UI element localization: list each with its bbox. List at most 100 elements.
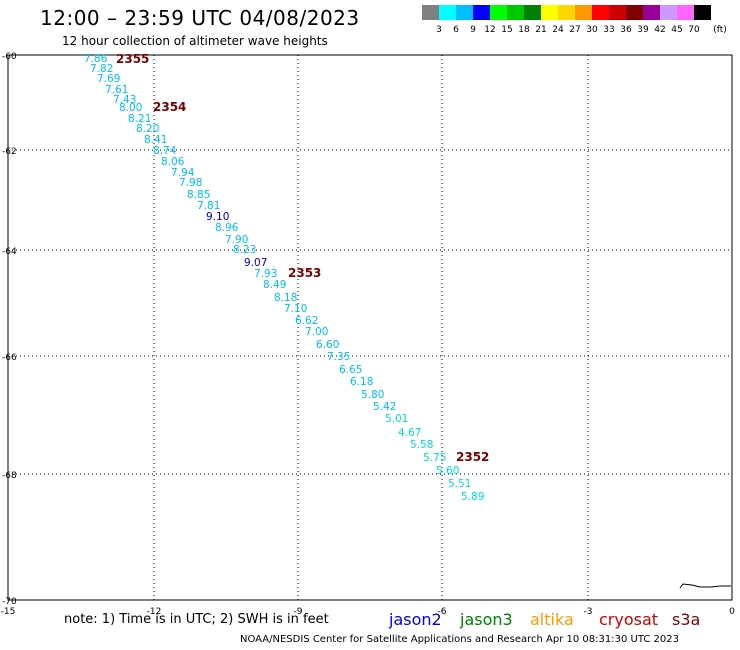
legend-swatch	[694, 5, 711, 20]
track-time-label: 2355	[116, 52, 149, 66]
legend-label: 70	[688, 25, 700, 35]
x-tick-label: -12	[147, 607, 162, 617]
wave-height-value: 4.67	[398, 427, 421, 439]
wave-height-value: 9.10	[206, 211, 229, 223]
legend-swatch	[558, 5, 575, 20]
wave-height-value: 6.18	[350, 376, 373, 388]
legend-label: 18	[518, 25, 530, 35]
legend-label: 3	[436, 25, 442, 35]
x-tick-label: 0	[729, 607, 735, 617]
y-tick-label: -60	[2, 52, 17, 62]
wave-height-value: 5.01	[385, 413, 408, 425]
wave-height-value: 5.75	[423, 452, 446, 464]
legend-swatch	[422, 5, 439, 20]
legend-swatch	[439, 5, 456, 20]
wave-height-value: 5.89	[461, 491, 484, 503]
wave-height-value: 5.80	[361, 389, 384, 401]
wave-height-value: 8.20	[136, 123, 159, 135]
wave-height-value: 5.51	[448, 478, 471, 490]
satellite-jason3: jason3	[460, 610, 513, 629]
satellite-s3a: s3a	[672, 610, 701, 629]
satellite-jason2: jason2	[389, 610, 442, 629]
wave-height-observations: 7.867.827.697.617.438.008.218.208.418.74…	[84, 53, 484, 503]
wave-height-value: 8.49	[263, 279, 286, 291]
legend-unit: (ft)	[713, 25, 727, 35]
wave-height-value: 5.42	[373, 401, 396, 413]
wave-height-value: 5.60	[436, 465, 459, 477]
legend-swatch	[490, 5, 507, 20]
wave-height-value: 7.00	[305, 326, 328, 338]
footer-credit: NOAA/NESDIS Center for Satellite Applica…	[240, 634, 679, 645]
wave-height-value: 8.18	[274, 292, 297, 304]
legend-label: 42	[654, 25, 666, 35]
note-text: note: 1) Time is in UTC; 2) SWH is in fe…	[64, 612, 329, 627]
track-time-label: 2354	[153, 100, 186, 114]
satellite-cryosat: cryosat	[599, 610, 659, 629]
wave-height-value: 9.07	[244, 257, 267, 269]
wave-height-value: 7.94	[171, 167, 195, 179]
track-time-label: 2352	[456, 450, 489, 464]
x-tick-label: -15	[1, 607, 16, 617]
wave-height-value: 7.98	[179, 177, 202, 189]
legend-label: 6	[453, 25, 459, 35]
wave-height-value: 8.06	[161, 156, 185, 168]
wave-height-value: 6.62	[295, 315, 318, 327]
y-tick-label: -68	[2, 471, 17, 481]
satellite-altika: altika	[530, 610, 574, 629]
wave-height-value: 7.90	[225, 234, 248, 246]
legend-swatch	[592, 5, 609, 20]
legend-label: 33	[603, 25, 615, 35]
wave-height-value: 8.41	[144, 134, 167, 146]
wave-height-value: 8.96	[215, 222, 239, 234]
wave-height-value: 7.86	[84, 53, 108, 65]
legend-label: 45	[671, 25, 683, 35]
wave-height-value: 7.43	[113, 94, 136, 106]
wave-height-value: 6.65	[339, 364, 362, 376]
legend-label: 30	[586, 25, 598, 35]
legend-swatch	[524, 5, 541, 20]
legend-swatch	[473, 5, 490, 20]
legend-swatch	[541, 5, 558, 20]
legend-swatch	[575, 5, 592, 20]
wave-height-value: 7.81	[197, 200, 220, 212]
coastline	[679, 583, 731, 589]
wave-height-value: 5.58	[410, 439, 433, 451]
legend-swatch	[677, 5, 694, 20]
map-gridlines	[8, 55, 732, 600]
legend-swatch	[643, 5, 660, 20]
y-tick-label: -64	[2, 247, 17, 257]
x-tick-label: -3	[584, 607, 593, 617]
wave-height-value: 7.69	[97, 73, 120, 85]
wave-height-value: 7.82	[90, 63, 113, 75]
map-title: 12:00 – 23:59 UTC 04/08/2023	[40, 6, 360, 30]
legend-swatch	[456, 5, 473, 20]
wave-height-value: 8.21	[128, 113, 151, 125]
y-tick-label: -66	[2, 353, 17, 363]
wave-height-value: 8.74	[153, 145, 177, 157]
legend-label: 27	[569, 25, 581, 35]
legend-label: 24	[552, 25, 564, 35]
legend-swatch	[507, 5, 524, 20]
legend-label: 21	[535, 25, 547, 35]
legend-label: 39	[637, 25, 649, 35]
map-frame	[7, 54, 733, 601]
legend-swatch	[626, 5, 643, 20]
legend-label: 36	[620, 25, 632, 35]
x-axis-ticks: -15 -12 -9 -6 -3 0	[1, 607, 735, 617]
wave-height-value: 7.10	[284, 303, 307, 315]
x-tick-label: -9	[294, 607, 303, 617]
legend-label: 9	[470, 25, 476, 35]
wave-height-value: 8.00	[119, 102, 142, 114]
track-time-labels: 2355 2354 2353 2352	[116, 52, 489, 464]
y-tick-label: -70	[2, 597, 17, 607]
track-time-label: 2353	[288, 266, 321, 280]
wave-height-value: 7.35	[327, 351, 350, 363]
y-axis-ticks: -60 -62 -64 -66 -68 -70	[2, 52, 17, 607]
x-tick-label: -6	[438, 607, 447, 617]
map-subtitle: 12 hour collection of altimeter wave hei…	[62, 34, 328, 48]
legend-label: 15	[501, 25, 513, 35]
wave-height-value: 6.60	[316, 339, 339, 351]
legend-label: 12	[484, 25, 496, 35]
wave-height-value: 8.85	[187, 189, 210, 201]
